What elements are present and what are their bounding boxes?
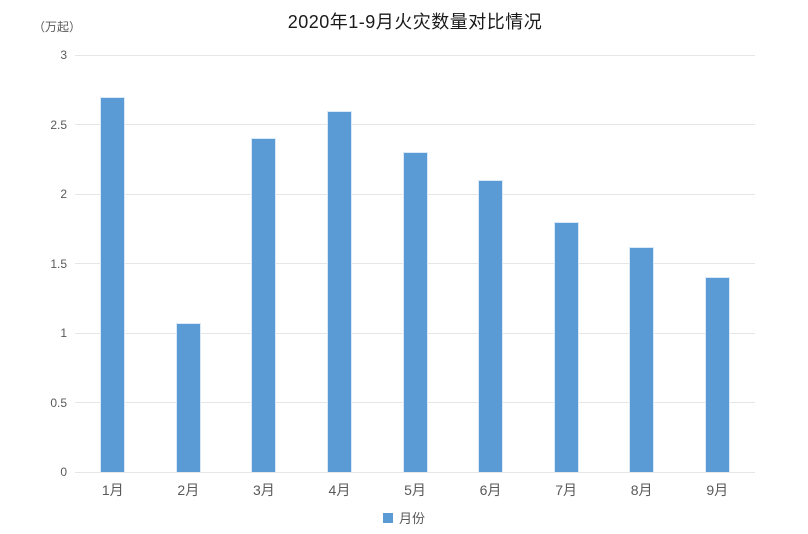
x-axis-tick-label: 2月: [177, 482, 200, 498]
x-axis-tick-label: 4月: [328, 482, 351, 498]
bar-1月: [100, 96, 126, 472]
bar-3月: [251, 138, 277, 472]
y-axis-tick-label: 2: [60, 187, 67, 201]
y-axis-tick-label: 0: [60, 465, 67, 479]
legend-swatch-icon: [382, 512, 393, 523]
bar-8月: [629, 246, 655, 472]
x-axis-tick-label: 3月: [252, 482, 275, 498]
y-axis-tick-label: 2.5: [50, 117, 67, 132]
bar-2月: [175, 323, 201, 472]
bar-5月: [402, 152, 428, 472]
legend: 月份: [0, 508, 808, 527]
y-axis-tick-label: 1.5: [50, 256, 67, 271]
y-axis-tick-label: 3: [60, 48, 67, 62]
gridline: [75, 54, 755, 56]
plot-area: [75, 54, 755, 473]
y-axis-tick-label: 1: [60, 326, 67, 340]
x-axis-tick-label: 9月: [706, 482, 729, 498]
bar-9月: [704, 277, 730, 472]
gridline: [75, 124, 755, 125]
x-axis-tick-label: 5月: [404, 482, 426, 498]
x-axis-tick-label: 7月: [555, 482, 577, 498]
x-axis-tick-label: 8月: [630, 482, 653, 498]
chart-title: 2020年1-9月火灾数量对比情况: [287, 12, 543, 32]
bar-4月: [326, 110, 352, 472]
x-axis-tick-label: 1月: [101, 482, 124, 498]
y-axis-tick-label: 0.5: [50, 395, 67, 410]
legend-label: 月份: [398, 511, 425, 526]
gridline: [75, 471, 755, 473]
bar-6月: [478, 180, 504, 472]
x-axis-tick-label: 6月: [479, 482, 502, 498]
y-axis-unit-label: （万起）: [33, 20, 82, 34]
bar-7月: [553, 221, 579, 472]
